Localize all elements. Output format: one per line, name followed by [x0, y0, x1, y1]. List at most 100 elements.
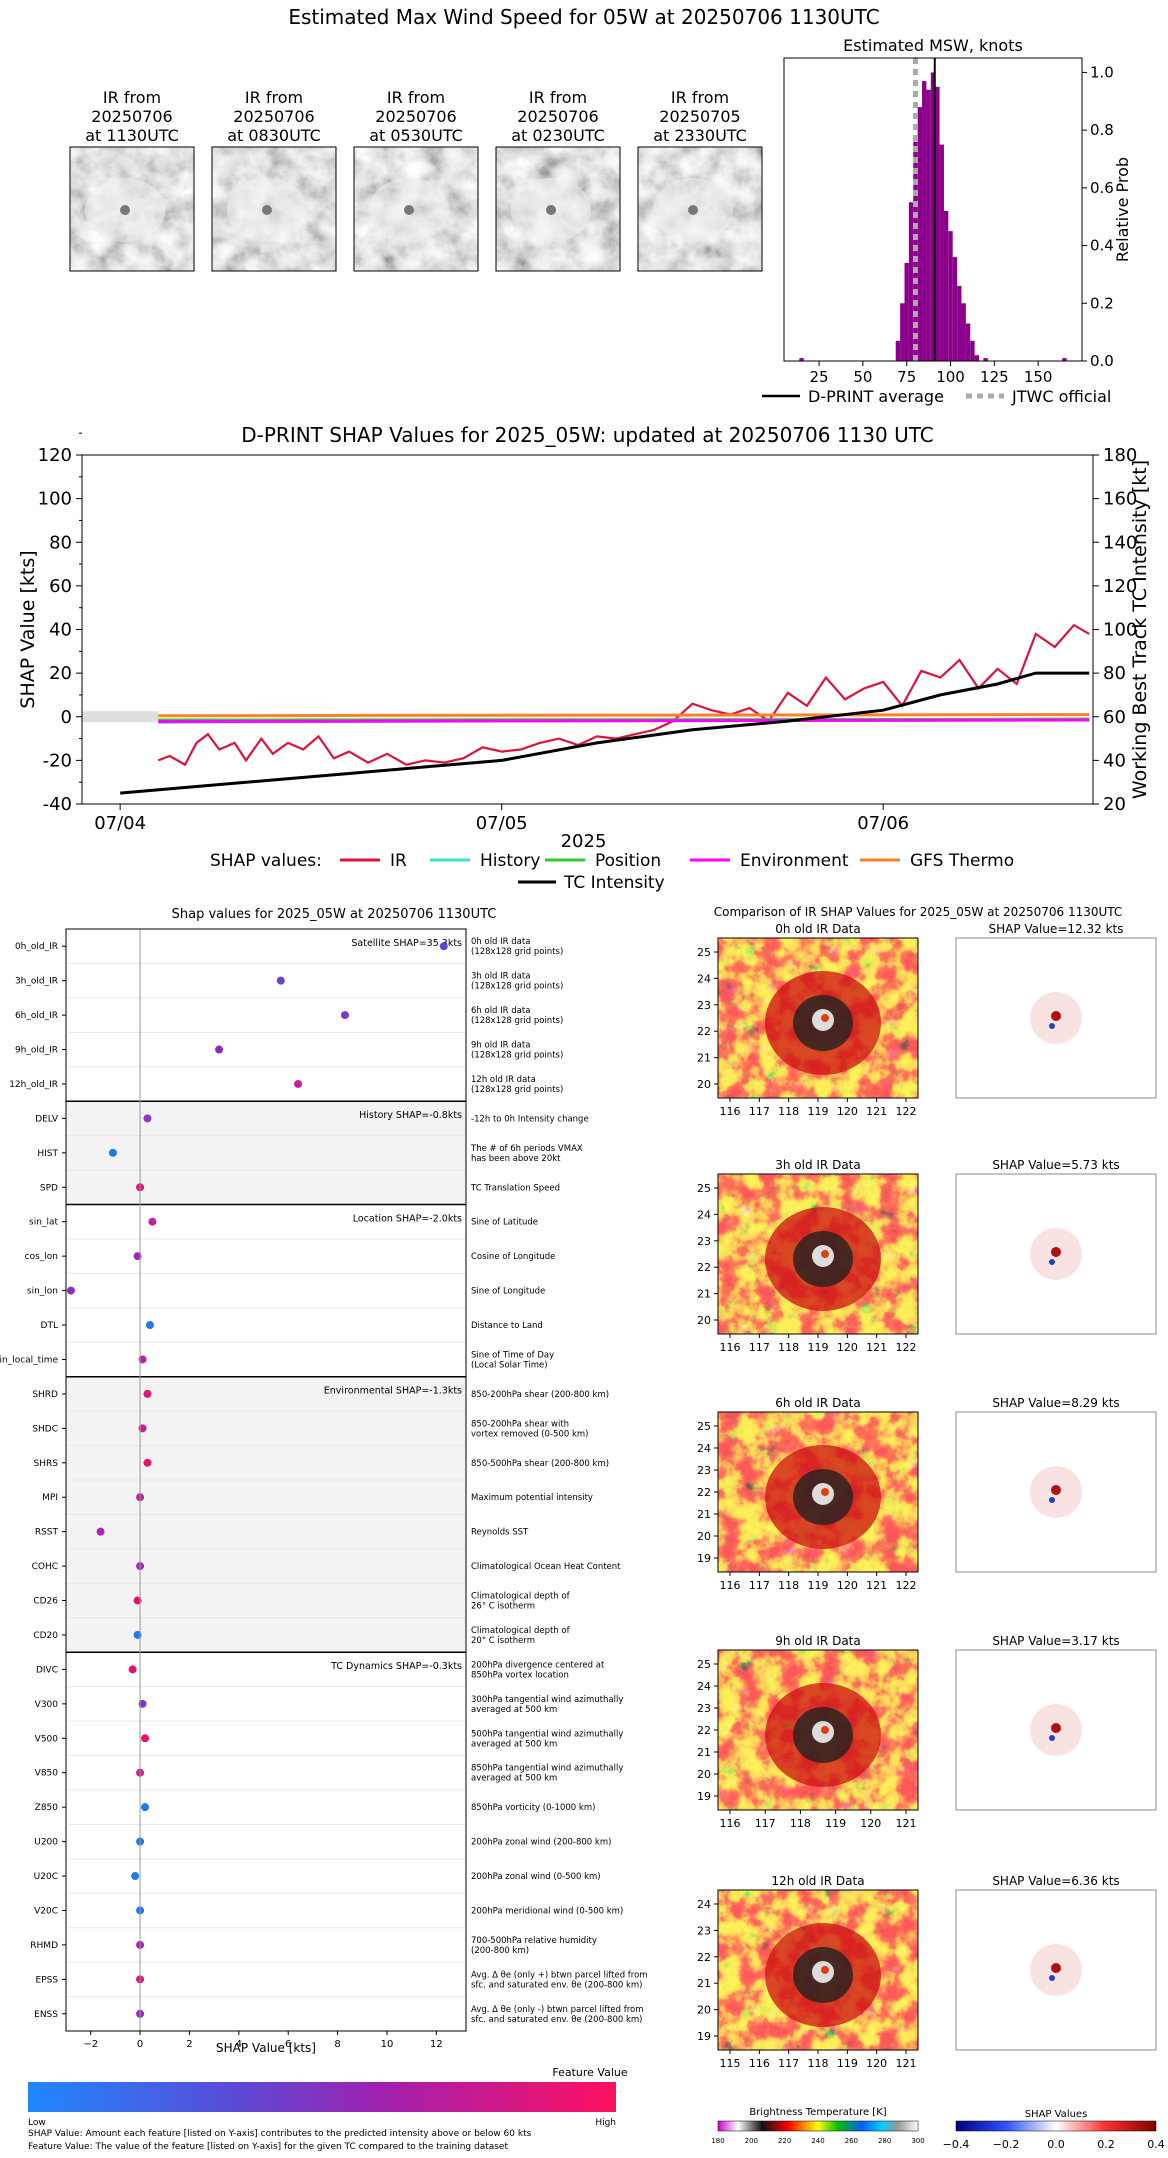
- ir-eye: [821, 1250, 829, 1258]
- lon-tick-label: 116: [749, 2057, 770, 2070]
- lat-tick-label: 21: [697, 1977, 711, 1990]
- feature-description: 300hPa tangential wind azimuthally: [471, 1695, 623, 1705]
- group-total-label: TC Dynamics SHAP=-0.3kts: [330, 1661, 462, 1672]
- feature-name: EPSS: [35, 1975, 58, 1985]
- lat-tick-label: 25: [697, 1420, 711, 1433]
- bt-tick-label: 300: [911, 2137, 924, 2145]
- legend-label: GFS Thermo: [910, 851, 1014, 871]
- footnote-feature-value: Feature Value: The value of the feature …: [28, 2142, 508, 2152]
- shap-tick-label: 0.0: [1047, 2138, 1065, 2151]
- feature-description: Climatological depth of: [471, 1626, 571, 1636]
- histogram-bar: [957, 285, 962, 361]
- lat-tick-label: 23: [697, 999, 711, 1012]
- legend-label: IR: [390, 851, 407, 871]
- lat-tick-label: 20: [697, 1314, 711, 1327]
- bt-tick-label: 260: [845, 2137, 858, 2145]
- y2-tick-label: 140: [1103, 532, 1137, 553]
- lon-tick-label: 117: [749, 1105, 770, 1118]
- shap-panel-title: SHAP Value=8.29 kts: [992, 1396, 1119, 1410]
- shap-tick-label: 0.2: [1097, 2138, 1115, 2151]
- y-tick-label: 0.0: [1090, 352, 1114, 370]
- histogram-bar: [952, 257, 958, 361]
- y2-tick-label: 100: [1103, 620, 1137, 641]
- bt-tick-label: 220: [778, 2137, 791, 2145]
- lon-tick-label: 116: [720, 1105, 741, 1118]
- feature-description: 850-200hPa shear with: [471, 1419, 569, 1429]
- feature-name: RSST: [35, 1528, 59, 1538]
- feature-description: 500hPa tangential wind azimuthally: [471, 1729, 623, 1739]
- group-total-label: Environmental SHAP=-1.3kts: [324, 1386, 462, 1397]
- feature-description: (200-800 km): [471, 1946, 529, 1956]
- feature-description: (Local Solar Time): [471, 1360, 548, 1370]
- feature-description: 700-500hPa relative humidity: [471, 1936, 597, 1946]
- feature-name: CD26: [33, 1597, 58, 1607]
- y-tick-label: 20: [49, 663, 72, 684]
- y-tick-label: 100: [38, 489, 72, 510]
- y2-tick-label: 180: [1103, 445, 1137, 466]
- feature-shap-dot: [128, 1665, 137, 1674]
- storm-eye: [688, 205, 698, 215]
- y-tick-label: -20: [43, 750, 72, 771]
- x-tick-label: 2: [186, 2039, 192, 2050]
- histogram-bar: [799, 358, 804, 361]
- lon-tick-label: 121: [896, 1817, 917, 1830]
- thumb-label-line3: at 1130UTC: [85, 126, 179, 145]
- lon-tick-label: 116: [720, 1341, 741, 1354]
- storm-eye: [546, 205, 556, 215]
- y-tick-label: 120: [38, 445, 72, 466]
- thumb-label-line2: 20250705: [659, 107, 740, 126]
- shap-positive-core: [1051, 1723, 1061, 1733]
- ir-eye: [821, 1726, 829, 1734]
- thumb-label-line2: 20250706: [517, 107, 598, 126]
- ir-panel-title: 0h old IR Data: [775, 922, 861, 936]
- ir-panel-title: 3h old IR Data: [775, 1158, 861, 1172]
- storm-eye: [262, 205, 272, 215]
- colorbar-high-label: High: [595, 2118, 616, 2128]
- feature-name: 6h_old_IR: [15, 1011, 58, 1021]
- x-tick-label: −2: [83, 2039, 98, 2050]
- feature-shap-dot: [143, 1458, 152, 1467]
- lat-tick-label: 20: [697, 1078, 711, 1091]
- lat-tick-label: 24: [697, 1898, 711, 1911]
- y-tick-label: 80: [49, 532, 72, 553]
- feature-description: (128x128 grid points): [471, 947, 563, 957]
- thumb-label-line3: at 0830UTC: [227, 126, 321, 145]
- x-tick-label: 10: [381, 2039, 394, 2050]
- histogram-bar: [943, 210, 949, 361]
- y-tick-label: 0.8: [1090, 121, 1114, 139]
- feature-name: 0h_old_IR: [15, 942, 58, 952]
- histogram-bar: [917, 107, 923, 361]
- feature-description: Sine of Time of Day: [471, 1350, 554, 1360]
- timeseries-title: D-PRINT SHAP Values for 2025_05W: update…: [241, 423, 933, 447]
- shap-panel-title: SHAP Value=3.17 kts: [992, 1634, 1119, 1648]
- feature-description: Sine of Longitude: [471, 1287, 545, 1297]
- histogram-bar: [948, 231, 953, 361]
- feature-description: 200hPa meridional wind (0-500 km): [471, 1906, 623, 1916]
- legend-label: Position: [595, 851, 661, 871]
- lon-tick-label: 117: [749, 1341, 770, 1354]
- feature-description: averaged at 500 km: [471, 1705, 557, 1715]
- group-total-label: History SHAP=-0.8kts: [359, 1110, 462, 1121]
- series-line-gfs-thermo: [158, 713, 1090, 718]
- feature-description: 6h old IR data: [471, 1006, 530, 1016]
- feature-name: V300: [35, 1700, 59, 1710]
- lon-tick-label: 118: [778, 1341, 799, 1354]
- feature-name: COHC: [32, 1562, 58, 1572]
- x-tick-label: 75: [897, 368, 916, 386]
- y2-tick-label: 60: [1103, 707, 1126, 728]
- lat-tick-label: 25: [697, 1658, 711, 1671]
- footnote-shap: SHAP Value: Amount each feature [listed …: [28, 2129, 532, 2139]
- feature-description: Climatological depth of: [471, 1592, 571, 1602]
- lat-tick-label: 22: [697, 1486, 711, 1499]
- lat-tick-label: 22: [697, 1261, 711, 1274]
- y-tick-label: 0.6: [1090, 179, 1114, 197]
- thumb-frame: [637, 146, 763, 272]
- thumb-label-line1: IR from: [245, 88, 303, 107]
- shap-colorbar-title: SHAP Values: [1025, 2109, 1088, 2120]
- feature-name: DELV: [35, 1114, 59, 1124]
- feature-description: Climatological Ocean Heat Content: [471, 1562, 621, 1572]
- feature-shap-dot: [96, 1527, 105, 1536]
- feature-name: U200: [34, 1838, 58, 1848]
- bt-colorbar: [717, 2120, 919, 2132]
